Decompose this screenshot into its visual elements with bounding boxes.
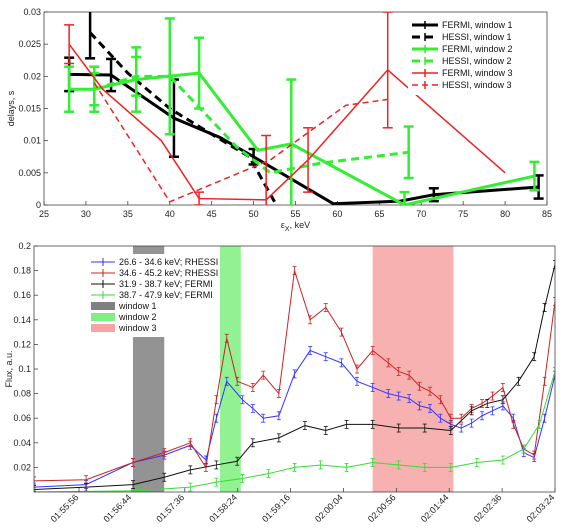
y-tick-label: 0.12 xyxy=(13,339,31,349)
legend-label: 31.9 - 38.7 keV; FERMI xyxy=(119,279,213,289)
window-band xyxy=(219,246,241,492)
series-line xyxy=(93,82,393,203)
legend-label: FERMI, window 1 xyxy=(442,20,513,30)
x-tick-label: 35 xyxy=(123,209,133,219)
y-tick-label: 0.03 xyxy=(23,7,41,17)
legend-label: window 3 xyxy=(118,323,157,333)
legend: FERMI, window 1 HESSI, window 1 FERMI, win… xyxy=(408,17,544,95)
x-tick-label: 30 xyxy=(81,209,91,219)
delays-chart: 25 30 35 40 45 50 55 60 65 70 75 80 85 0 0.005 0.01 0.01… xyxy=(6,7,552,233)
y-tick-label: 0.08 xyxy=(13,389,31,399)
y-tick-label: 0.1 xyxy=(18,364,31,374)
series-line xyxy=(89,31,276,203)
y-tick-label: 0 xyxy=(36,200,41,210)
y-axis-label: delays, s xyxy=(6,90,16,126)
x-tick-label: 45 xyxy=(207,209,217,219)
x-tick-label: 75 xyxy=(458,209,468,219)
legend-label: window 1 xyxy=(118,301,157,311)
y-tick-label: 0.02 xyxy=(23,71,41,81)
y-tick-label: 0.015 xyxy=(18,104,41,114)
x-tick-label: 85 xyxy=(542,209,552,219)
series-line xyxy=(68,43,506,201)
x-tick-label: 65 xyxy=(374,209,384,219)
legend-swatch xyxy=(91,324,115,332)
legend-label: 26.6 - 34.6 keV; RHESSI xyxy=(119,257,218,267)
y-tick-label: 0.02 xyxy=(13,462,31,472)
y-tick-label: 0.025 xyxy=(18,39,41,49)
legend-label: HESSI, window 3 xyxy=(442,80,512,90)
x-tick-label: 55 xyxy=(290,209,300,219)
x-tick-label: 25 xyxy=(39,209,49,219)
legend-label: 38.7 - 47.9 keV; FERMI xyxy=(119,290,213,300)
legend-label: FERMI, window 3 xyxy=(442,68,513,78)
plot-area xyxy=(64,12,544,205)
x-axis-label: εX, keV xyxy=(281,220,310,233)
legend-label: FERMI, window 2 xyxy=(442,44,513,54)
y-tick-label: 0.06 xyxy=(13,413,31,423)
x-tick-label: 80 xyxy=(500,209,510,219)
y-tick-label: 0.18 xyxy=(13,266,31,276)
legend-swatch xyxy=(91,302,115,310)
y-axis-label: Flux, a.u. xyxy=(4,350,14,387)
x-tick-label: 40 xyxy=(165,209,175,219)
x-tick-label: 70 xyxy=(416,209,426,219)
plot-area xyxy=(34,246,555,492)
legend-box xyxy=(408,17,544,95)
y-tick-label: 0.14 xyxy=(13,315,31,325)
y-tick-label: 0.16 xyxy=(13,290,31,300)
legend-label: HESSI, window 2 xyxy=(442,56,512,66)
legend-label: HESSI, window 1 xyxy=(442,32,512,42)
series-line xyxy=(34,371,555,492)
window-band xyxy=(372,246,454,492)
y-tick-label: 0.2 xyxy=(18,241,31,251)
y-tick-label: 0.005 xyxy=(18,168,41,178)
flux-chart: 0.020.040.060.080.10.120.140.160.180.201… xyxy=(4,241,556,524)
x-tick-label: 60 xyxy=(332,209,342,219)
y-tick-label: 0.04 xyxy=(13,438,31,448)
x-tick-label: 50 xyxy=(249,209,259,219)
legend-swatch xyxy=(91,313,115,321)
legend-label: 34.6 - 45.2 keV; RHESSI xyxy=(119,268,218,278)
legend-label: window 2 xyxy=(118,312,157,322)
y-tick-label: 0.01 xyxy=(23,136,41,146)
